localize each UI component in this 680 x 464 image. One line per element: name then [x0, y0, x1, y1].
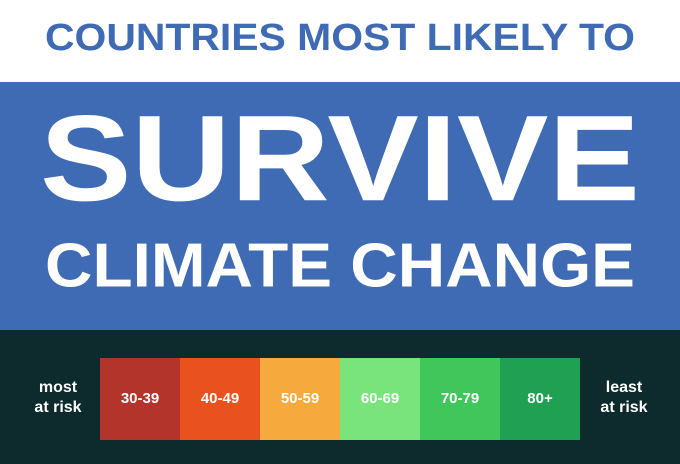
legend-swatch	[100, 358, 180, 440]
legend-swatch	[260, 358, 340, 440]
legend-range: 30-39	[121, 390, 159, 407]
right-label: at risk	[600, 399, 647, 416]
top-band	[0, 0, 680, 82]
legend-swatch	[340, 358, 420, 440]
legend-swatch	[180, 358, 260, 440]
title: SURVIVE	[40, 90, 640, 226]
kicker: COUNTRIES MOST LIKELY TO	[45, 17, 635, 59]
legend-range: 50-59	[281, 390, 319, 407]
legend-swatch	[420, 358, 500, 440]
legend-swatch	[500, 358, 580, 440]
legend-range: 80+	[527, 390, 553, 407]
left-label: at risk	[34, 399, 81, 416]
title-band	[0, 82, 680, 330]
legend-range: 60-69	[361, 390, 399, 407]
left-label: most	[39, 379, 78, 396]
legend-range: 70-79	[441, 390, 479, 407]
subtitle: CLIMATE CHANGE	[45, 231, 635, 300]
right-label: least	[606, 379, 643, 396]
legend-range: 40-49	[201, 390, 239, 407]
